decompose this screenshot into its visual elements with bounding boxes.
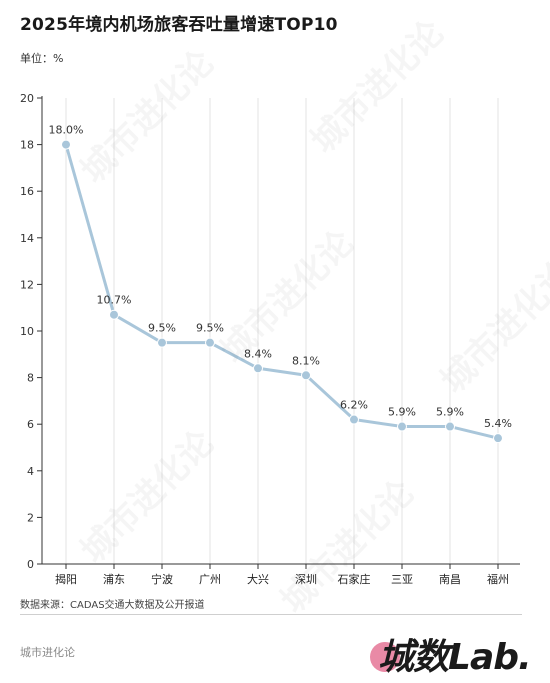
data-label: 9.5% xyxy=(148,322,176,335)
chart-title: 2025年境内机场旅客吞吐量增速TOP10 xyxy=(20,15,338,35)
x-tick-label: 三亚 xyxy=(391,573,413,586)
data-point xyxy=(493,433,503,444)
y-tick-label: 10 xyxy=(20,325,34,338)
data-label: 6.2% xyxy=(340,399,368,412)
data-label: 18.0% xyxy=(49,124,84,137)
y-tick-label: 12 xyxy=(20,278,34,291)
data-point xyxy=(349,414,359,425)
data-label: 5.9% xyxy=(436,406,464,419)
unit-label: 单位：% xyxy=(20,52,64,65)
x-tick-label: 广州 xyxy=(199,573,221,586)
data-label: 8.4% xyxy=(244,347,272,360)
x-tick-label: 揭阳 xyxy=(55,572,77,586)
y-tick-label: 2 xyxy=(27,511,34,524)
x-tick-label: 宁波 xyxy=(151,572,173,586)
data-point xyxy=(445,421,455,432)
line-chart: 0 2 4 6 8 10 12 14 16 18 20 揭阳 浦东 宁波 广州 大兴 深圳 石家庄 三亚 南昌 福州 18… xyxy=(20,92,520,586)
brand-name: 城市进化论 xyxy=(20,646,75,659)
y-tick-label: 6 xyxy=(27,418,34,431)
y-tick-label: 20 xyxy=(20,92,34,105)
data-point xyxy=(109,309,119,320)
data-source: 数据来源：CADAS交通大数据及公开报道 xyxy=(20,600,205,611)
data-label: 8.1% xyxy=(292,354,320,367)
series-line xyxy=(64,143,500,440)
logo-dot xyxy=(370,642,400,672)
data-label: 5.9% xyxy=(388,406,416,419)
data-point xyxy=(253,363,263,374)
x-tick-label: 大兴 xyxy=(247,572,269,586)
y-tick-label: 18 xyxy=(20,139,34,152)
data-point xyxy=(301,370,311,381)
x-tick-label: 南昌 xyxy=(439,573,461,586)
x-tick-label: 石家庄 xyxy=(338,572,371,586)
y-tick-label: 0 xyxy=(27,558,34,571)
data-label: 9.5% xyxy=(196,322,224,335)
y-tick-label: 16 xyxy=(20,185,34,198)
logo-text: 城数Lab. xyxy=(378,637,532,678)
brand-logo: 城数Lab. xyxy=(368,620,532,678)
x-tick-label: 深圳 xyxy=(295,573,317,586)
y-tick-label: 14 xyxy=(20,232,34,245)
x-tick-label: 福州 xyxy=(487,572,509,586)
data-point xyxy=(157,337,167,348)
y-tick-label: 4 xyxy=(27,465,34,478)
data-label: 5.4% xyxy=(484,417,512,430)
data-point xyxy=(205,337,215,348)
x-tick-label: 浦东 xyxy=(103,573,125,586)
y-tick-label: 8 xyxy=(27,372,34,385)
data-point xyxy=(397,421,407,432)
data-point xyxy=(61,139,71,150)
data-label: 10.7% xyxy=(97,294,132,307)
footer-divider xyxy=(20,614,522,615)
